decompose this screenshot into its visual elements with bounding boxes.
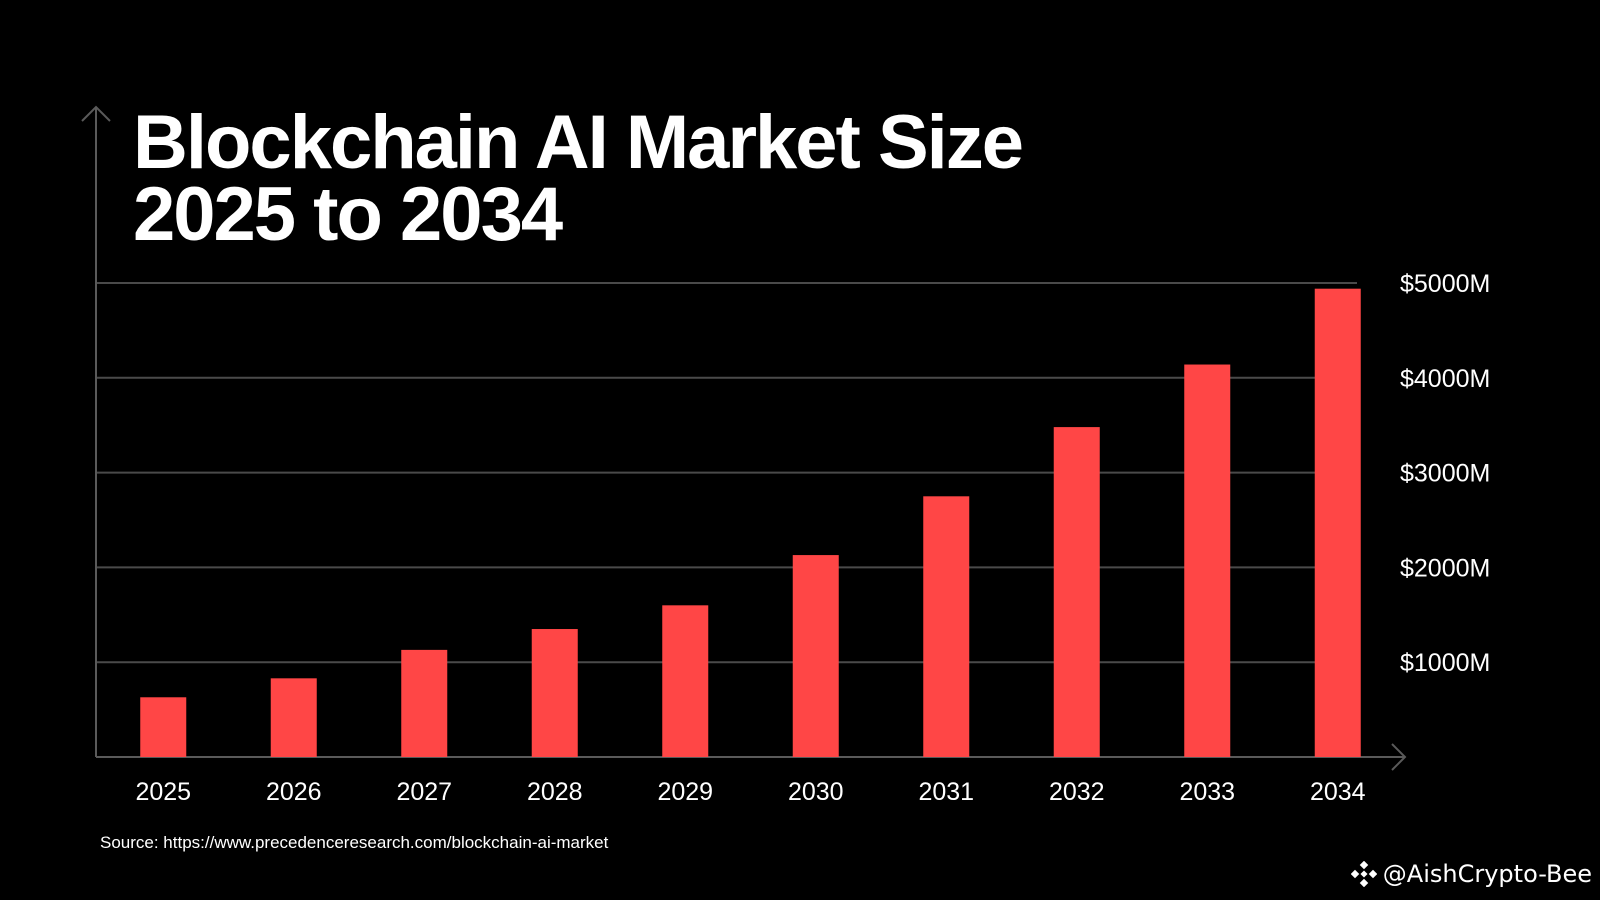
bar-2032 [1053, 427, 1100, 757]
bar-2033 [1184, 364, 1231, 757]
y-tick-label: $1000M [1400, 649, 1490, 677]
y-tick-label: $4000M [1400, 365, 1490, 393]
bar-2026 [270, 678, 317, 757]
x-tick-label: 2026 [266, 778, 322, 806]
x-tick-labels: 2025 2026 2027 2028 2029 2030 2031 2032 2033 2034 [135, 778, 1365, 806]
title-line-1: Blockchain AI Market Size [133, 100, 1022, 185]
bar-2027 [401, 649, 448, 757]
bar-2034 [1314, 288, 1361, 757]
watermark-handle: @AishCrypto-Bee [1382, 860, 1592, 888]
y-tick-label: $5000M [1400, 270, 1490, 298]
bar-2028 [531, 629, 578, 757]
watermark: @AishCrypto-Bee [1350, 860, 1592, 888]
source-note: Source: https://www.precedenceresearch.c… [100, 833, 609, 852]
chart-title: Blockchain AI Market Size 2025 to 2034 [133, 100, 1024, 257]
y-tick-labels: $1000M $2000M $3000M $4000M $5000M [1400, 270, 1490, 677]
grid-lines [96, 282, 1357, 664]
y-tick-label: $2000M [1400, 554, 1490, 582]
x-axis-arrow-icon [1391, 743, 1407, 771]
title-line-2: 2025 to 2034 [133, 172, 563, 257]
x-tick-label: 2034 [1310, 778, 1366, 806]
y-axis-arrow-icon [81, 105, 111, 122]
x-tick-label: 2030 [788, 778, 844, 806]
x-tick-label: 2029 [657, 778, 713, 806]
bars [140, 288, 1361, 757]
x-tick-label: 2033 [1179, 778, 1235, 806]
bar-2030 [792, 555, 839, 757]
x-tick-label: 2031 [918, 778, 974, 806]
binance-logo-icon [1350, 861, 1377, 887]
x-tick-label: 2032 [1049, 778, 1105, 806]
x-tick-label: 2025 [135, 778, 191, 806]
bar-2025 [140, 697, 187, 757]
bar-2029 [662, 605, 709, 757]
x-tick-label: 2028 [527, 778, 583, 806]
y-tick-label: $3000M [1400, 460, 1490, 488]
bar-2031 [923, 496, 970, 757]
x-tick-label: 2027 [396, 778, 452, 806]
